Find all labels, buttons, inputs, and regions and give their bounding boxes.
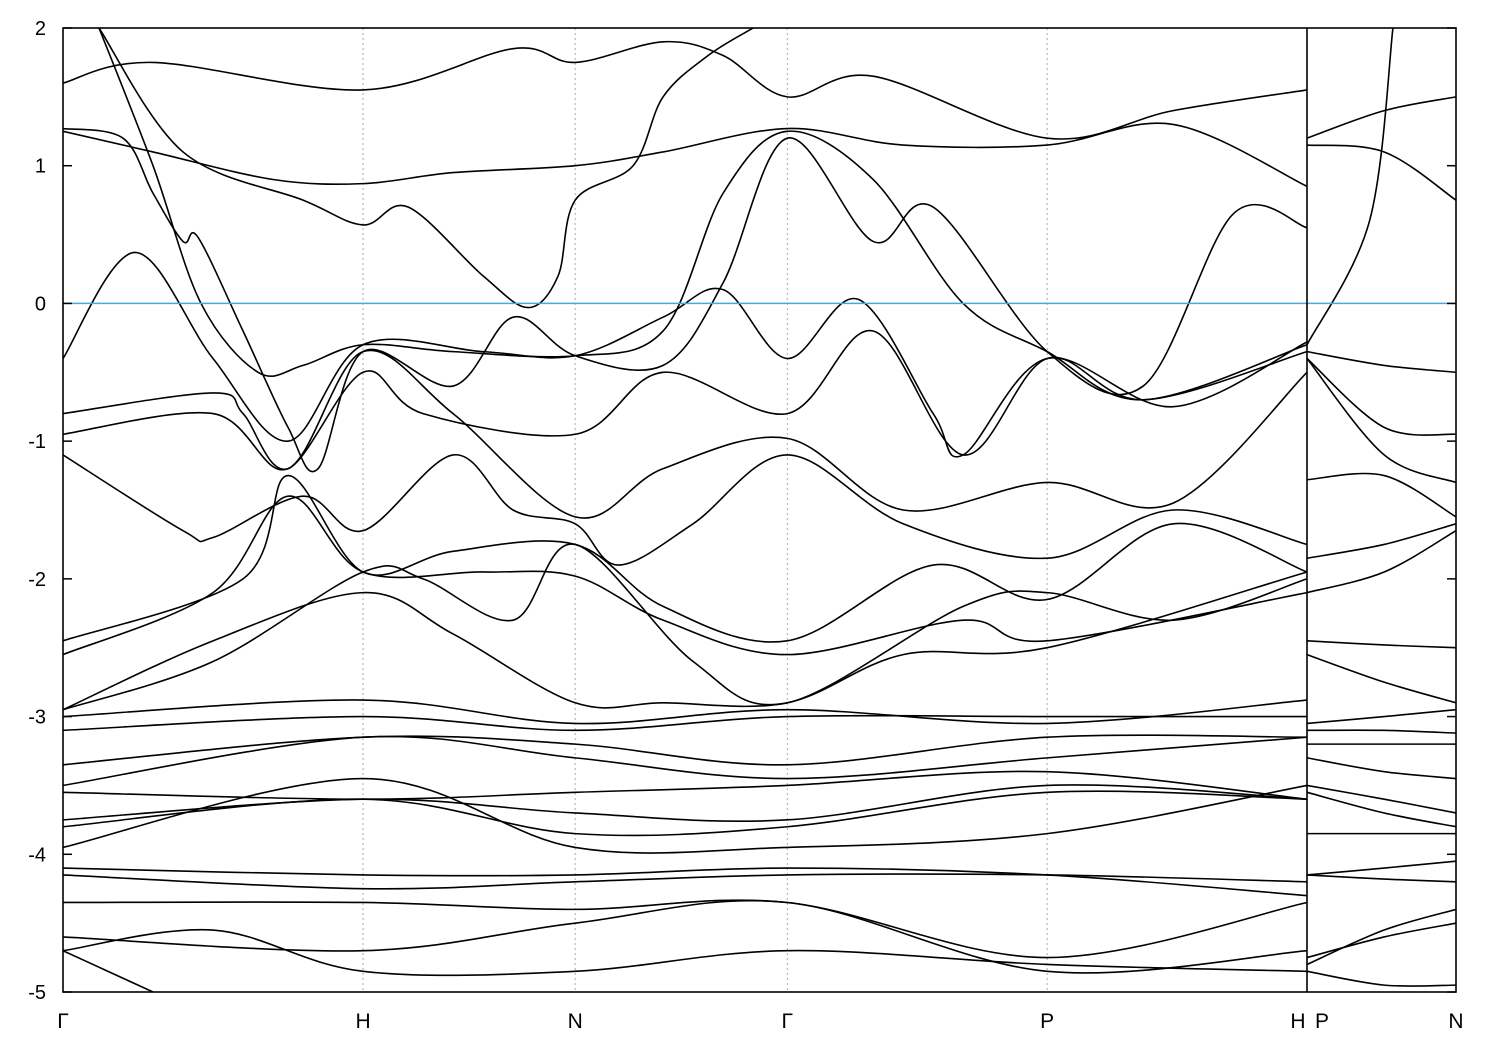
band-line <box>63 349 1308 519</box>
band-line <box>63 770 1308 801</box>
band-line <box>63 330 1308 470</box>
band-line <box>63 571 1308 711</box>
band-line <box>63 899 1308 959</box>
band-line-p-n <box>1306 144 1456 201</box>
band-line-p-n <box>1306 28 1394 346</box>
y-tick-label: -4 <box>28 844 46 866</box>
band-line <box>63 495 1308 656</box>
band-line-p-n <box>1306 529 1456 594</box>
band-line-p-n <box>1306 357 1456 436</box>
band-line <box>98 28 754 309</box>
band-line <box>63 949 154 992</box>
band-line <box>63 127 1308 473</box>
band-line-p-n <box>1306 791 1456 828</box>
band-line <box>98 28 1308 401</box>
band-line <box>63 714 1307 732</box>
band-line-p-n <box>1306 860 1456 876</box>
band-line-p-n <box>1306 908 1456 966</box>
band-line-p-n <box>1306 96 1456 139</box>
band-line-p-n <box>1306 653 1456 704</box>
band-line <box>63 784 1308 823</box>
y-tick-label: -3 <box>28 707 46 729</box>
band-line <box>63 867 1308 897</box>
kpoint-label: Γ <box>57 1010 69 1033</box>
band-line-p-n <box>1306 358 1456 484</box>
y-tick-label: 1 <box>35 156 46 178</box>
band-line <box>63 777 1308 854</box>
kpoint-label: N <box>1448 1010 1463 1033</box>
band-line-p-n <box>1306 970 1456 987</box>
kpoint-label: Γ <box>782 1010 794 1033</box>
y-tick-label: 0 <box>35 293 46 315</box>
kpoint-label: H <box>355 1010 370 1033</box>
y-tick-label: -5 <box>28 982 46 1004</box>
band-line <box>63 899 1308 974</box>
plot-frame <box>62 27 1457 993</box>
y-tick-label: -2 <box>28 569 46 591</box>
y-axis: 2 1 0 -1 -2 -3 -4 -5 <box>28 18 1456 1004</box>
band-line-p-n <box>1306 874 1456 883</box>
bands <box>63 28 1456 992</box>
y-tick-label: 2 <box>35 18 46 40</box>
band-line <box>63 474 1308 643</box>
grid-lines <box>362 28 1308 992</box>
band-line <box>63 543 1308 711</box>
band-line <box>63 928 1308 977</box>
band-line-p-n <box>1306 708 1456 725</box>
band-line <box>63 40 1308 140</box>
kpoint-label: H <box>1290 1010 1305 1033</box>
band-line <box>63 790 1308 837</box>
kpoint-label: P <box>1040 1010 1054 1033</box>
band-line-p-n <box>1306 350 1456 374</box>
band-line-p-n <box>1306 784 1456 814</box>
band-line-p-n <box>1306 922 1456 959</box>
band-line <box>63 251 1308 458</box>
band-line <box>63 122 1308 188</box>
kpoint-label: N <box>568 1010 583 1033</box>
band-line-p-n <box>1306 523 1456 559</box>
y-tick-label: -1 <box>28 431 46 453</box>
band-line <box>63 699 1308 725</box>
band-line-p-n <box>1306 729 1456 734</box>
band-line <box>63 735 1308 787</box>
band-line <box>63 734 1308 766</box>
band-line <box>63 454 1308 566</box>
kpoint-label: P <box>1315 1010 1329 1033</box>
band-line-p-n <box>1306 472 1456 518</box>
band-line-p-n <box>1306 757 1456 780</box>
band-line-p-n <box>1306 640 1456 649</box>
band-line <box>63 873 1308 890</box>
